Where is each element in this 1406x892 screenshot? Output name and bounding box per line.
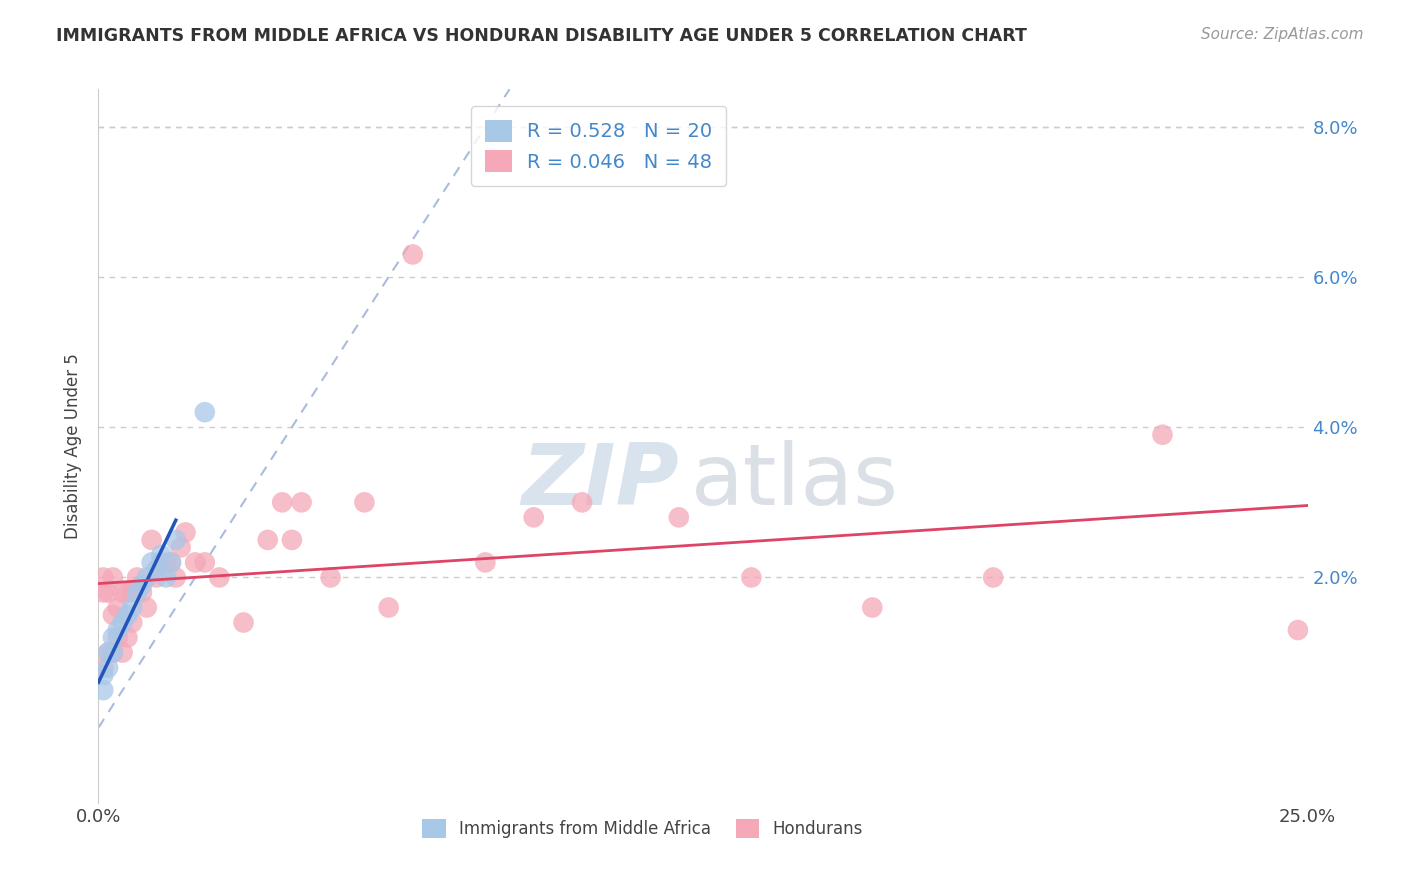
Point <box>571 495 593 509</box>
Point <box>668 510 690 524</box>
Point <box>145 563 167 577</box>
Point <box>127 570 149 584</box>
Point <box>160 556 183 570</box>
Point <box>165 570 187 584</box>
Point <box>117 607 139 622</box>
Point <box>101 631 124 645</box>
Point <box>111 585 134 599</box>
Point <box>117 631 139 645</box>
Point <box>117 585 139 599</box>
Point <box>165 533 187 547</box>
Point <box>145 570 167 584</box>
Point <box>194 556 217 570</box>
Point <box>281 533 304 547</box>
Point <box>160 556 183 570</box>
Point <box>107 623 129 637</box>
Point <box>101 570 124 584</box>
Point <box>111 646 134 660</box>
Point <box>135 570 157 584</box>
Point <box>474 556 496 570</box>
Point <box>97 585 120 599</box>
Legend: Immigrants from Middle Africa, Hondurans: Immigrants from Middle Africa, Hondurans <box>416 812 869 845</box>
Text: ZIP: ZIP <box>522 440 679 524</box>
Point <box>860 600 883 615</box>
Point <box>121 615 143 630</box>
Y-axis label: Disability Age Under 5: Disability Age Under 5 <box>65 353 83 539</box>
Point <box>155 570 177 584</box>
Point <box>256 533 278 547</box>
Point <box>1152 427 1174 442</box>
Point <box>97 646 120 660</box>
Point <box>353 495 375 509</box>
Point <box>91 668 114 682</box>
Point <box>97 660 120 674</box>
Text: atlas: atlas <box>690 440 898 524</box>
Point <box>184 556 207 570</box>
Point <box>194 405 217 419</box>
Point <box>131 578 153 592</box>
Point <box>740 570 762 584</box>
Point <box>981 570 1004 584</box>
Text: Source: ZipAtlas.com: Source: ZipAtlas.com <box>1201 27 1364 42</box>
Point <box>107 631 129 645</box>
Point <box>107 600 129 615</box>
Point <box>121 600 143 615</box>
Point <box>523 510 546 524</box>
Point <box>101 607 124 622</box>
Point <box>127 585 149 599</box>
Point <box>135 600 157 615</box>
Point <box>101 646 124 660</box>
Point <box>377 600 399 615</box>
Point <box>155 556 177 570</box>
Point <box>121 585 143 599</box>
Text: IMMIGRANTS FROM MIDDLE AFRICA VS HONDURAN DISABILITY AGE UNDER 5 CORRELATION CHA: IMMIGRANTS FROM MIDDLE AFRICA VS HONDURA… <box>56 27 1028 45</box>
Point <box>111 615 134 630</box>
Point <box>271 495 294 509</box>
Point <box>150 548 173 562</box>
Point <box>150 556 173 570</box>
Point <box>91 570 114 584</box>
Point <box>208 570 231 584</box>
Point <box>91 660 114 674</box>
Point <box>174 525 197 540</box>
Point <box>101 646 124 660</box>
Point <box>91 683 114 698</box>
Point <box>141 533 163 547</box>
Point <box>232 615 254 630</box>
Point <box>169 541 191 555</box>
Point <box>1286 623 1309 637</box>
Point <box>290 495 312 509</box>
Point <box>97 646 120 660</box>
Point <box>319 570 342 584</box>
Point <box>91 585 114 599</box>
Point <box>402 247 425 261</box>
Point <box>141 556 163 570</box>
Point <box>131 585 153 599</box>
